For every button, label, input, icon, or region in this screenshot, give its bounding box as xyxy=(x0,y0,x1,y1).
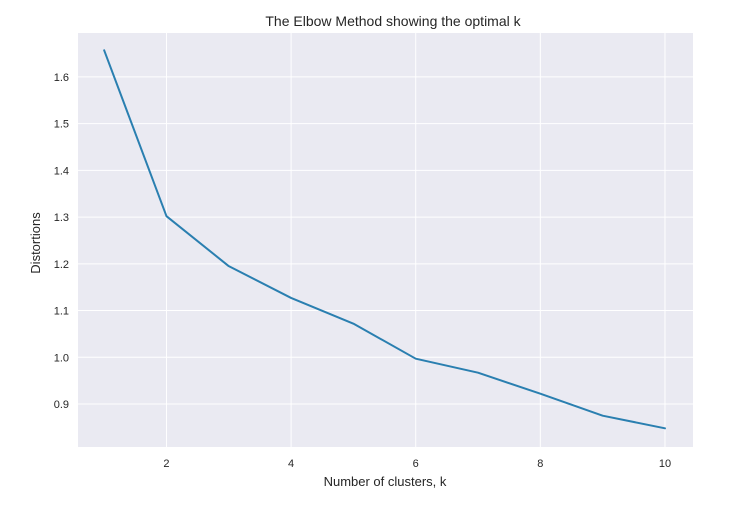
x-tick-label: 6 xyxy=(413,458,419,470)
data-point xyxy=(350,321,356,327)
y-tick-label: 1.4 xyxy=(54,165,69,177)
y-tick-label: 1.0 xyxy=(54,352,69,364)
data-point xyxy=(226,263,232,269)
y-gridlines xyxy=(78,76,693,405)
chart-title: The Elbow Method showing the optimal k xyxy=(265,13,521,29)
x-gridlines xyxy=(165,33,666,447)
data-point xyxy=(662,425,668,431)
x-axis-label: Number of clusters, k xyxy=(324,474,447,489)
series-layer xyxy=(101,47,668,431)
y-tick-labels: 0.9 1.0 1.1 1.2 1.3 1.4 1.5 1.6 xyxy=(54,72,69,411)
y-tick-label: 1.2 xyxy=(54,259,69,271)
data-point xyxy=(600,413,606,419)
y-tick-label: 1.6 xyxy=(54,72,69,84)
y-tick-label: 1.5 xyxy=(54,119,69,131)
data-point xyxy=(288,295,294,301)
x-tick-label: 10 xyxy=(659,458,671,470)
y-tick-label: 1.3 xyxy=(54,212,69,224)
data-point xyxy=(413,356,419,362)
x-tick-label: 4 xyxy=(288,458,294,470)
x-tick-label: 8 xyxy=(537,458,543,470)
data-point xyxy=(475,370,481,376)
x-tick-label: 2 xyxy=(163,458,169,470)
data-point xyxy=(537,391,543,397)
y-axis-label: Distortions xyxy=(28,212,43,274)
x-tick-labels: 2 4 6 8 10 xyxy=(163,458,671,470)
data-point xyxy=(163,213,169,219)
data-point xyxy=(101,47,107,53)
distortion-series-line xyxy=(103,49,666,430)
y-tick-label: 1.1 xyxy=(54,306,69,318)
plot-background xyxy=(78,33,693,447)
y-tick-label: 0.9 xyxy=(54,399,69,411)
